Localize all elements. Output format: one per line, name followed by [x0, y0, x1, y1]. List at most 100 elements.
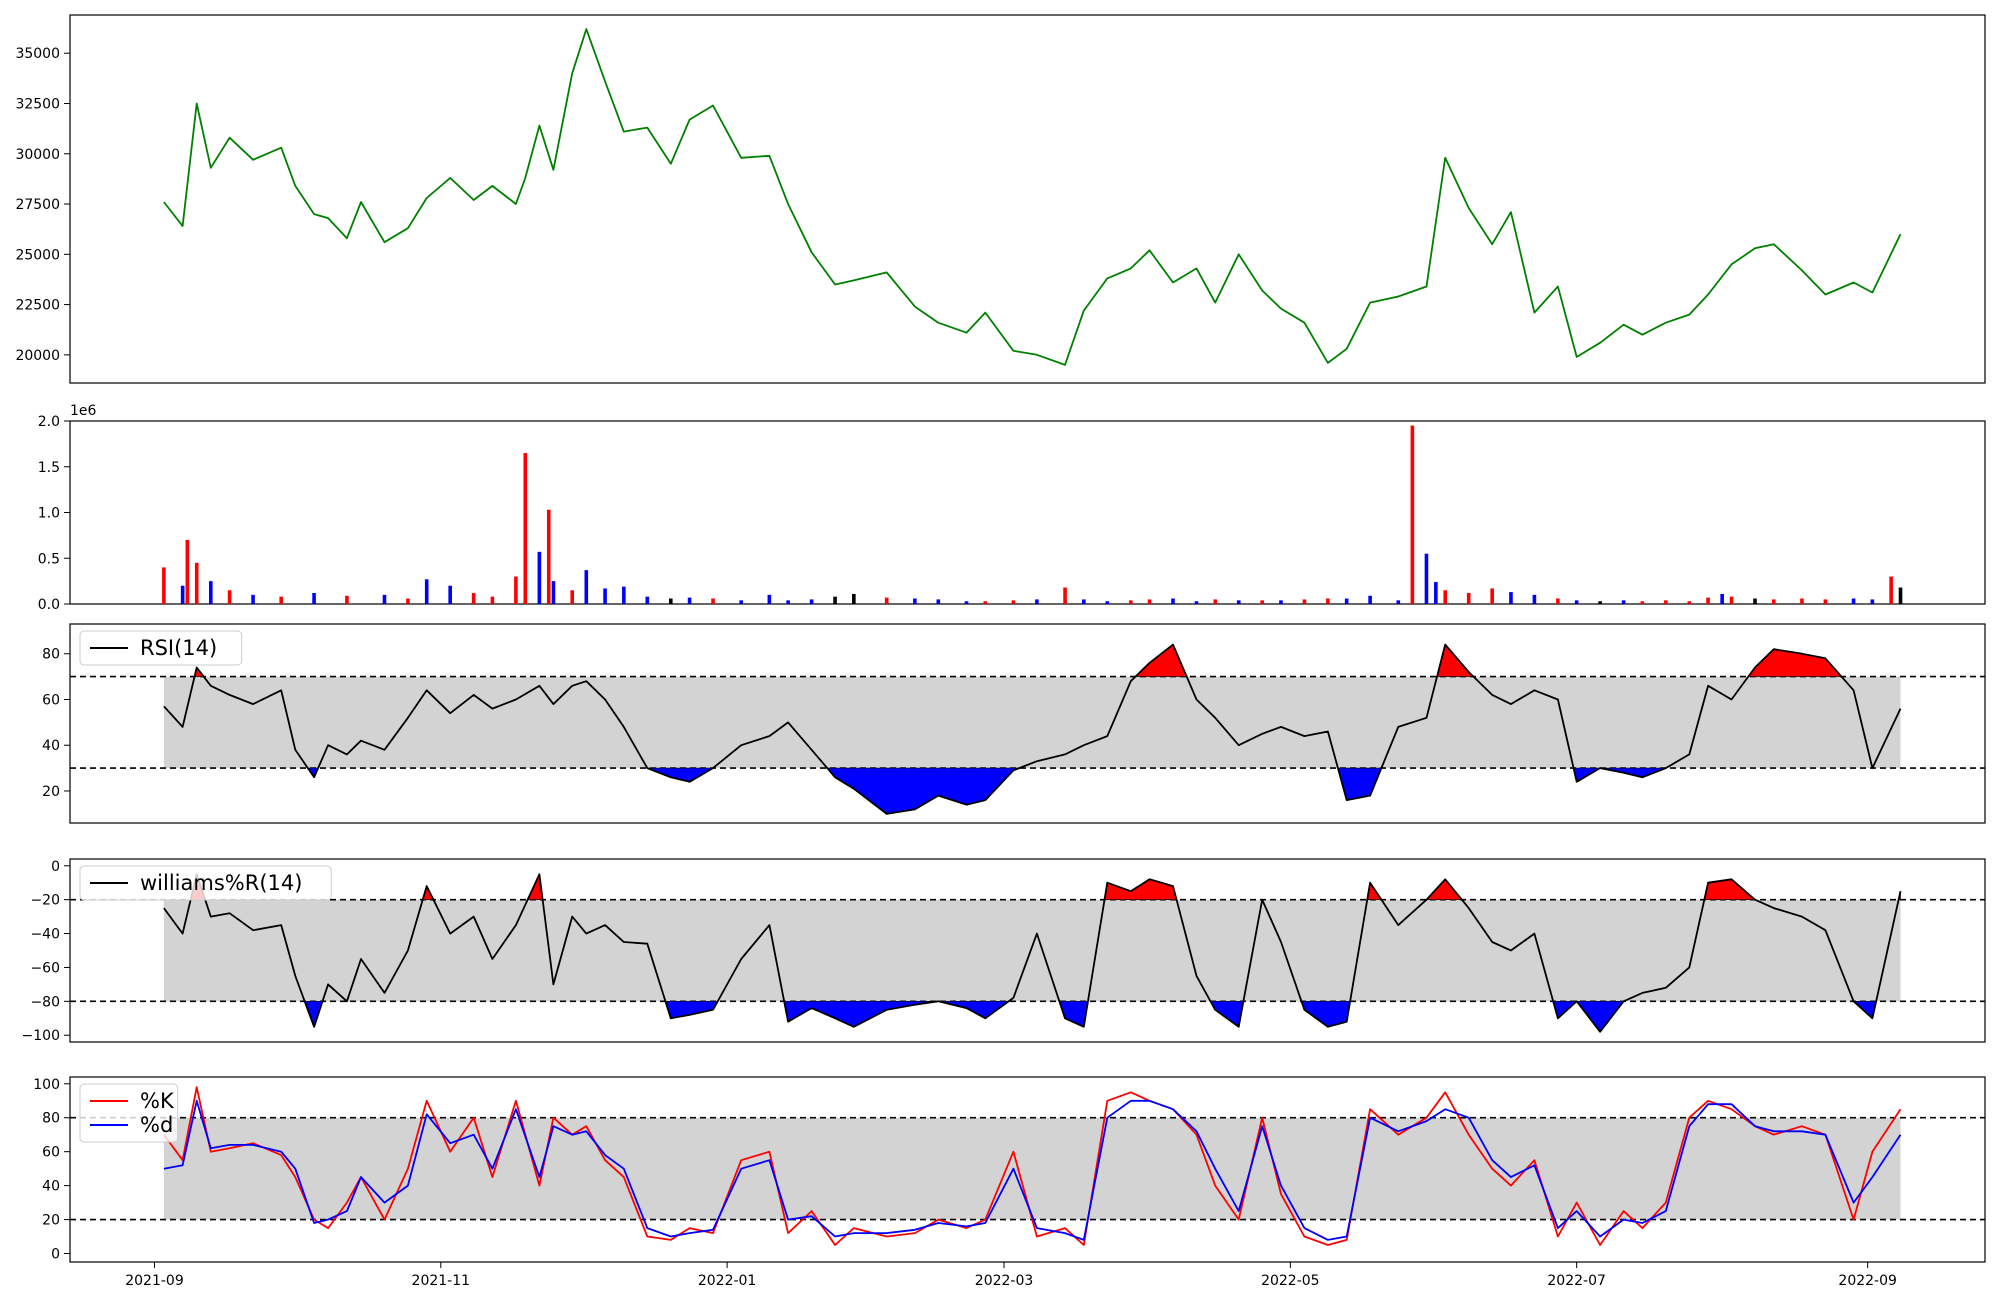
volume-bar: [852, 593, 856, 604]
volume-bar: [551, 581, 556, 604]
d-line: [163, 1099, 1902, 1241]
legend-entry: %K: [140, 1089, 175, 1113]
x-tick-label: 2021-11: [412, 1273, 471, 1289]
stochastic-axes-frame: [69, 1076, 1986, 1263]
volume-bar: [1621, 600, 1626, 604]
x-tick-label: 2022-07: [1547, 1273, 1606, 1289]
volume-bar: [809, 599, 814, 604]
oversold-fill: [1210, 1000, 1244, 1028]
volume-bar: [584, 570, 589, 604]
neutral-band: [163, 676, 1901, 769]
volume-bar: [1870, 599, 1875, 604]
volume-bar: [711, 598, 715, 604]
x-tick-label: 2022-09: [1838, 1273, 1897, 1289]
volume-bar: [1898, 587, 1903, 604]
legend-entry: %d: [140, 1113, 173, 1137]
y-tick-label: 0: [51, 1247, 60, 1263]
volume-bar: [913, 598, 917, 604]
volume-bar: [1851, 598, 1856, 604]
y-tick-label: 80: [42, 647, 60, 663]
volume-bar: [1823, 599, 1828, 604]
volume-bar: [1556, 598, 1560, 604]
volume-bar: [1236, 600, 1241, 604]
williams-line: [163, 873, 1902, 1033]
volume-bar: [1466, 593, 1471, 604]
y-tick-label: 32500: [15, 96, 60, 112]
legend-box: [79, 630, 243, 666]
volume-bar: [786, 600, 790, 604]
volume-bar: [1687, 601, 1692, 604]
volume-bar: [1509, 592, 1513, 604]
volume-offset-label: 1e6: [70, 403, 97, 419]
y-tick-label: 20: [42, 1213, 60, 1229]
volume-bar: [645, 596, 650, 604]
volume-bar: [1771, 599, 1776, 604]
volume-bar: [523, 453, 528, 604]
y-tick-label: 1.5: [38, 460, 60, 476]
volume-bar: [983, 601, 988, 604]
volume-bar: [687, 597, 692, 604]
volume-bar: [448, 585, 452, 604]
volume-bar: [185, 539, 190, 604]
y-tick-label: 0: [51, 859, 60, 875]
rsi-line: [163, 643, 1902, 815]
volume-bar: [1424, 553, 1429, 604]
legend-entry: RSI(14): [140, 636, 217, 660]
volume-bar: [1011, 600, 1016, 604]
volume-bar: [162, 567, 166, 604]
volume-bar: [1260, 600, 1264, 604]
volume-bar: [1532, 594, 1537, 604]
volume-bar: [1729, 596, 1734, 604]
overbought-fill: [1104, 878, 1177, 901]
volume-bar: [514, 576, 518, 604]
k-line: [163, 1086, 1902, 1246]
x-tick-label: 2021-09: [125, 1273, 184, 1289]
volume-bar: [424, 579, 429, 604]
price-line: [163, 28, 1902, 366]
oversold-fill: [1576, 1000, 1625, 1033]
volume-bar: [1326, 598, 1330, 604]
volume-bar: [345, 595, 349, 604]
volume-bar: [1410, 425, 1415, 604]
volume-bar: [1753, 598, 1757, 604]
price-axes-frame: [69, 14, 1986, 384]
x-tick-label: 2022-03: [975, 1273, 1034, 1289]
y-tick-label: 35000: [15, 46, 60, 62]
volume-bar: [1490, 588, 1494, 604]
volume-bar: [1889, 576, 1893, 604]
y-tick-label: −100: [22, 1028, 60, 1044]
williams-axes-frame: [69, 858, 1986, 1043]
y-tick-label: 20000: [15, 348, 60, 364]
volume-bar: [1082, 599, 1086, 604]
legend-box: [79, 865, 332, 901]
legend-entry: williams%R(14): [140, 871, 302, 895]
volume-bar: [1171, 598, 1175, 604]
volume-bar: [1302, 599, 1307, 604]
volume-bar: [570, 590, 575, 604]
y-tick-label: 27500: [15, 197, 60, 213]
volume-bar: [382, 594, 387, 604]
volume-bar: [279, 596, 284, 604]
y-tick-label: 60: [42, 1145, 60, 1161]
volume-bar: [1640, 601, 1645, 604]
volume-bar: [1368, 595, 1372, 604]
volume-bar: [1598, 601, 1602, 604]
volume-bar: [546, 509, 551, 604]
volume-bar: [406, 598, 410, 604]
volume-bar: [1035, 599, 1039, 604]
x-tick-label: 2022-05: [1261, 1273, 1320, 1289]
y-tick-label: 2.0: [38, 414, 60, 430]
y-tick-label: −80: [30, 994, 60, 1010]
volume-bar: [1443, 590, 1448, 604]
overbought-fill: [1425, 878, 1463, 901]
volume-bar: [668, 598, 673, 604]
volume-bar: [1213, 599, 1218, 604]
y-tick-label: 0.0: [38, 597, 60, 613]
volume-bar: [1063, 587, 1067, 604]
y-tick-label: 100: [33, 1077, 60, 1093]
volume-bar: [251, 594, 255, 604]
volume-bar: [767, 594, 772, 604]
volume-bar: [739, 600, 743, 604]
